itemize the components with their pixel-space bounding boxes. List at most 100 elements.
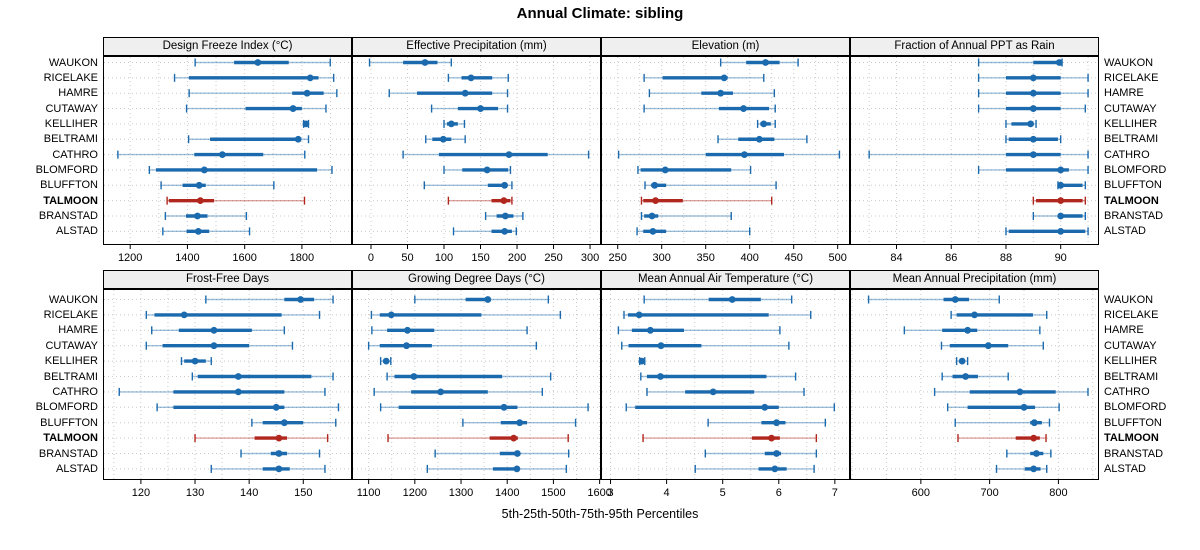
percentile-row-beltrami: [640, 372, 797, 381]
median-dot: [728, 296, 736, 303]
x-tick-label: 400: [741, 252, 759, 264]
percentile-row-beltrami: [187, 135, 310, 144]
x-tick-label: 450: [785, 252, 803, 264]
median-dot: [984, 342, 992, 350]
percentile-row-alstad: [995, 464, 1048, 473]
station-label-left-cutaway: CUTAWAY: [45, 339, 98, 352]
x-tick-label: 1800: [290, 252, 314, 264]
median-dot: [387, 311, 395, 319]
station-label-right-branstad: BRANSTAD: [1104, 447, 1164, 460]
x-axis: 250 300 350 400 450 500: [609, 245, 847, 264]
median-dot: [771, 465, 779, 473]
percentile-row-waukon: [368, 58, 453, 67]
x-tick-label: 100: [435, 252, 453, 264]
median-dot: [717, 89, 725, 97]
x-tick-label: 86: [945, 252, 957, 264]
median-dot: [1057, 227, 1065, 235]
median-dot: [1029, 105, 1037, 112]
x-axis: 3 4 5 6 7: [607, 480, 838, 499]
x-axis: 84 86 88 90: [890, 245, 1067, 264]
x-tick-label: 130: [186, 487, 204, 499]
panel-strip: Frost-Free Days: [103, 270, 352, 289]
percentile-row-talmoon: [1032, 196, 1087, 205]
panel-strip: Design Freeze Index (°C): [103, 37, 352, 56]
median-dot: [439, 135, 447, 143]
station-label-right-talmoon: TALMOON: [1104, 194, 1159, 207]
station-label-left-blomford: BLOMFORD: [35, 401, 98, 414]
percentile-row-blomford: [977, 165, 1089, 174]
percentile-row-waukon: [977, 58, 1063, 67]
station-label-left-blomford: BLOMFORD: [35, 163, 98, 176]
x-tick-label: 0: [368, 252, 374, 264]
station-label-left-branstad: BRANSTAD: [38, 210, 98, 222]
median-dot: [635, 311, 643, 319]
percentile-row-cathro: [402, 150, 590, 159]
percentile-row-kelliher: [302, 119, 310, 128]
percentile-row-bluffton: [954, 418, 1051, 427]
median-dot: [755, 135, 763, 143]
x-tick-label: 1100: [357, 487, 381, 499]
panel-strip-title: Mean Annual Precipitation (mm): [892, 273, 1057, 285]
median-dot: [1030, 465, 1038, 473]
median-dot: [500, 197, 508, 205]
percentile-row-ricelake: [950, 310, 1048, 319]
percentile-row-cutaway: [643, 104, 776, 113]
x-tick-label: 120: [132, 487, 150, 499]
percentile-row-beltrami: [1005, 135, 1062, 144]
median-dot: [762, 59, 769, 66]
median-dot: [210, 326, 218, 334]
median-dot: [484, 296, 492, 303]
x-tick-label: 5: [720, 487, 726, 499]
station-label-left-cutaway: CUTAWAY: [45, 102, 98, 115]
panel-strip: Growing Degree Days (°C): [352, 270, 601, 289]
median-dot: [951, 296, 959, 303]
panel-strip: Effective Precipitation (mm): [352, 37, 601, 56]
median-dot: [294, 135, 302, 143]
median-dot: [1057, 197, 1065, 205]
median-dot: [964, 326, 972, 334]
median-dot: [421, 59, 429, 66]
median-dot: [501, 212, 509, 220]
x-tick-label: 1600: [232, 252, 256, 264]
panel-strip-title: Effective Precipitation (mm): [406, 40, 547, 52]
percentile-row-kelliher: [1005, 119, 1037, 128]
median-dot: [280, 419, 288, 427]
median-dot: [1055, 59, 1063, 66]
station-label-left-kelliher: KELLIHER: [44, 355, 98, 368]
percentile-row-hamre: [617, 326, 781, 335]
percentile-row-kelliher: [756, 119, 776, 128]
x-tick-label: 150: [471, 252, 489, 264]
x-tick-label: 140: [240, 487, 258, 499]
station-label-left-alstad: ALSTAD: [56, 225, 98, 238]
percentile-row-cathro: [117, 150, 306, 159]
percentile-row-blomford: [625, 403, 835, 412]
panel-strip-title: Design Freeze Index (°C): [162, 40, 293, 52]
percentile-row-beltrami: [386, 372, 552, 381]
percentile-row-cathro: [868, 150, 1089, 159]
x-tick-label: 300: [653, 252, 671, 264]
median-dot: [740, 105, 747, 112]
median-dot: [403, 342, 410, 350]
median-dot: [289, 105, 297, 112]
x-axis: 1100 1200 1300 1400 1500 1600: [357, 480, 612, 499]
x-tick-label: 800: [1049, 487, 1067, 499]
percentile-row-ricelake: [623, 310, 812, 319]
station-label-right-beltrami: BELTRAMI: [1104, 370, 1159, 383]
median-dot: [501, 181, 509, 189]
median-dot: [297, 296, 304, 303]
median-dot: [709, 388, 717, 396]
median-dot: [638, 357, 646, 365]
percentile-row-alstad: [636, 227, 751, 236]
median-dot: [180, 311, 188, 319]
median-dot: [1029, 135, 1037, 143]
median-dot: [1030, 419, 1038, 427]
median-dot: [210, 342, 218, 350]
panel-mean-annual-air-temperature-c: Mean Annual Air Temperature (°C) 3 4 5 6 7: [601, 270, 850, 502]
x-tick-label: 250: [544, 252, 562, 264]
median-dot: [971, 311, 978, 319]
panel-plot: 120 130 140 150: [103, 289, 352, 499]
median-dot: [962, 373, 969, 380]
median-dot: [651, 181, 659, 189]
x-tick-label: 6: [776, 487, 782, 499]
